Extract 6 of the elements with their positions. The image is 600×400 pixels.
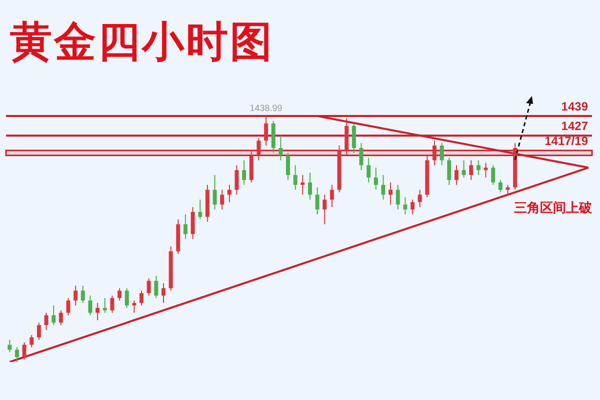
annotation: 1439 <box>561 99 588 114</box>
annotation: 1438.99 <box>250 102 282 113</box>
chart-title: 黄金四小时图 <box>10 16 274 68</box>
annotation: 1417/19 <box>544 134 588 148</box>
annotation: 三角区间上破 <box>514 200 593 216</box>
annotation: 1427 <box>561 118 588 133</box>
